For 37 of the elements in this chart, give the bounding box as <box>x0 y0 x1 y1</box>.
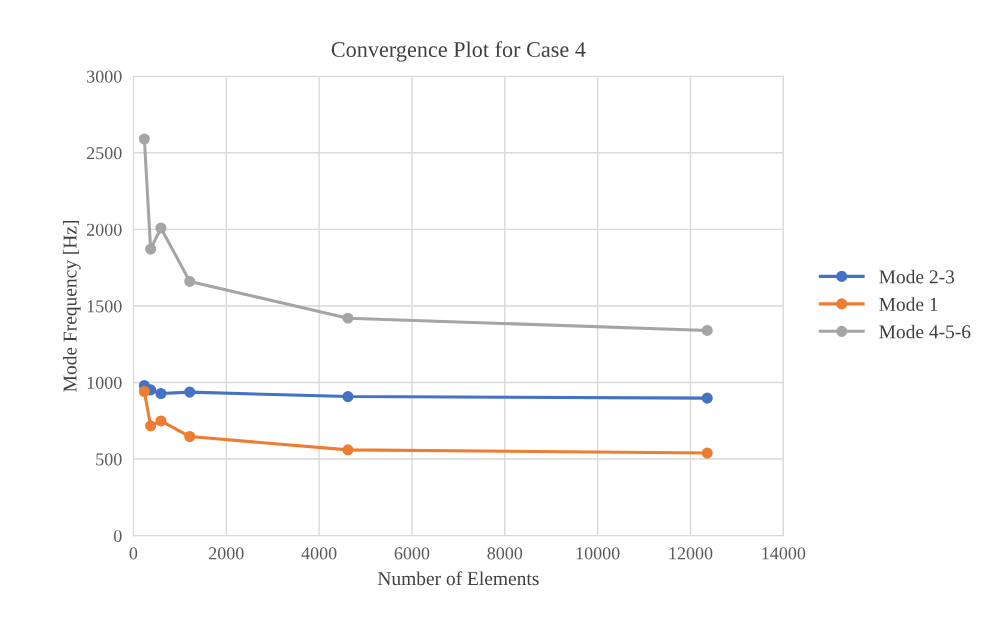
y-tick-label: 500 <box>96 453 122 466</box>
x-axis-title: Number of Elements <box>377 571 539 586</box>
y-tick-label: 3000 <box>87 70 122 83</box>
point <box>342 312 354 324</box>
point <box>155 387 167 400</box>
point <box>701 324 713 336</box>
y-tick-label: 0 <box>113 529 122 543</box>
y-axis-title: Mode Frequency [Hz] <box>62 220 81 392</box>
point <box>184 386 196 398</box>
x-tick-label: 8000 <box>487 547 523 560</box>
y-tick-label: 1500 <box>87 300 122 313</box>
y-tick-label: 2000 <box>86 223 122 236</box>
x-tick-label: 2000 <box>208 547 244 560</box>
x-tick-label: 0 <box>129 547 138 560</box>
point <box>145 420 157 432</box>
point <box>184 430 196 443</box>
chart-title: Convergence Plot for Case 4 <box>331 41 586 62</box>
legend-label: Mode 2-3 <box>879 269 955 284</box>
legend-label: Mode 1 <box>879 297 938 311</box>
point <box>342 391 354 403</box>
x-tick-label: 14000 <box>762 547 806 560</box>
point <box>701 392 713 404</box>
x-tick-label: 6000 <box>394 547 430 560</box>
point <box>145 243 157 255</box>
point <box>138 385 150 398</box>
x-tick-label: 4000 <box>301 547 337 560</box>
point <box>138 133 150 145</box>
point <box>701 447 713 459</box>
x-tick-label: 10000 <box>576 547 620 560</box>
y-tick-label: 2500 <box>86 147 122 160</box>
point <box>184 275 196 287</box>
point <box>342 444 354 456</box>
point <box>155 415 167 427</box>
point <box>155 222 167 234</box>
legend-label: Mode 4-5-6 <box>879 324 971 339</box>
y-tick-label: 1000 <box>87 376 122 389</box>
x-tick-label: 12000 <box>669 547 713 560</box>
